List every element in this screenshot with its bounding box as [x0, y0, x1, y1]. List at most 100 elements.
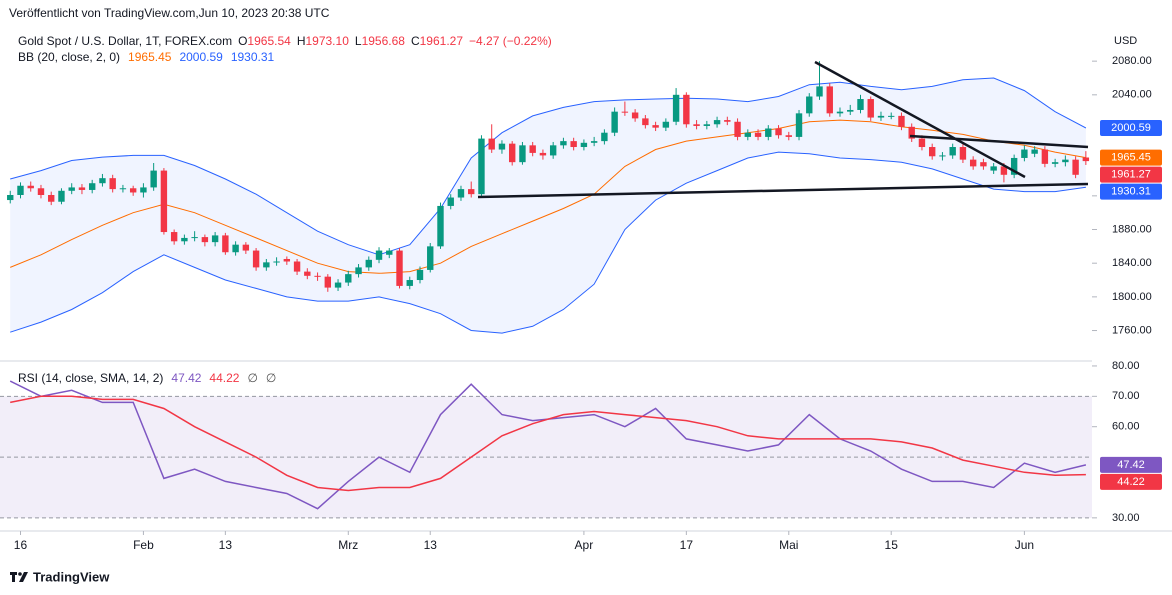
- ohlc-value: 1973.10: [305, 34, 349, 48]
- y-tick-label: 2040.00: [1112, 89, 1152, 101]
- candle-body: [150, 170, 157, 188]
- candle-body: [765, 128, 772, 137]
- brand: TradingView: [33, 569, 110, 584]
- logo-part: [12, 572, 15, 582]
- candle-body: [7, 195, 14, 201]
- y-tick-label: 30.00: [1112, 512, 1140, 524]
- candle-body: [734, 121, 741, 137]
- candle-body: [1072, 159, 1079, 175]
- candle-body: [652, 125, 659, 128]
- candle-body: [427, 246, 434, 270]
- x-tick-label: Apr: [575, 538, 594, 552]
- candle-body: [191, 237, 198, 239]
- candle-body: [437, 205, 444, 247]
- candle-body: [847, 109, 854, 112]
- candle-body: [662, 121, 670, 128]
- candle-body: [406, 280, 413, 286]
- x-tick-label: Jun: [1015, 538, 1034, 552]
- candle-body: [570, 141, 577, 148]
- bb-basis-value: 1965.45: [128, 50, 172, 64]
- candle-body: [590, 141, 598, 143]
- candle-body: [508, 143, 516, 163]
- candle-body: [181, 237, 188, 242]
- currency: USD: [1114, 35, 1137, 47]
- candle-body: [345, 274, 352, 283]
- candle-body: [672, 94, 680, 122]
- candle-body: [498, 143, 506, 150]
- bb-line: [10, 151, 1086, 334]
- bb-band-fill: [10, 78, 1086, 334]
- candle-body: [939, 155, 946, 157]
- candle-body: [980, 162, 987, 167]
- y-tick-label: 1760.00: [1112, 324, 1152, 336]
- candle-body: [549, 145, 557, 156]
- y-tick-label: 1880.00: [1112, 223, 1152, 235]
- x-tick-label: 13: [219, 538, 233, 552]
- candle-body: [170, 232, 178, 242]
- candle-body: [539, 152, 547, 156]
- y-tick-label: 80.00: [1112, 360, 1140, 372]
- x-tick-label: Mai: [779, 538, 798, 552]
- candle-body: [1041, 149, 1049, 164]
- price-badge-label: 44.22: [1117, 476, 1145, 488]
- rsi-value: 47.42: [171, 371, 201, 385]
- candle-body: [293, 261, 301, 272]
- candle-body: [78, 187, 86, 190]
- rsi-name: RSI (14, close, SMA, 14, 2): [18, 371, 163, 385]
- trend-drawing: [477, 182, 1089, 199]
- candle-body: [386, 250, 393, 255]
- candle-body: [775, 128, 782, 136]
- candle-body: [519, 145, 526, 163]
- candle-body: [88, 183, 96, 190]
- rsi-sma-value: 44.22: [209, 371, 239, 385]
- rsi-legend: RSI (14, close, SMA, 14, 2) 47.42 44.22 ∅ ∅: [18, 371, 276, 385]
- candle-body: [48, 195, 55, 202]
- candle-body: [140, 187, 147, 193]
- bb-legend: BB (20, close, 2, 0) 1965.45 2000.59 1930.3…: [18, 50, 275, 64]
- brand-logo: [10, 572, 28, 582]
- candle-body: [211, 235, 219, 243]
- candle-body: [836, 111, 844, 114]
- y-tick-label: 1800.00: [1112, 291, 1152, 303]
- candle-body: [724, 120, 731, 122]
- price-badge: [1100, 473, 1162, 490]
- symbol-legend: Gold Spot / U.S. Dollar, 1T, FOREX.com O1…: [18, 34, 552, 48]
- candle-body: [27, 185, 34, 189]
- logo-part: [19, 572, 28, 582]
- candle-body: [488, 138, 495, 150]
- trend-drawing: [814, 60, 1026, 179]
- ohlc-key: C: [411, 34, 420, 48]
- change: −4.27 (−0.22%): [469, 34, 552, 48]
- candle-body: [304, 271, 311, 276]
- candle-body: [1010, 157, 1018, 175]
- candle-body: [693, 124, 700, 126]
- candle-body: [99, 178, 106, 184]
- bb-name: BB (20, close, 2, 0): [18, 50, 120, 64]
- candle-body: [314, 275, 321, 277]
- bb-line: [10, 77, 1087, 256]
- candle-body: [713, 120, 721, 125]
- x-tick-label: 15: [885, 538, 899, 552]
- candle-body: [324, 276, 332, 288]
- price-badge: [1100, 456, 1162, 473]
- price-badge-label: 47.42: [1117, 459, 1145, 471]
- x-tick-label: 17: [680, 538, 694, 552]
- candle-body: [273, 261, 280, 263]
- candle-body: [17, 185, 24, 195]
- candle-body: [888, 115, 895, 117]
- candle-body: [908, 126, 915, 139]
- logo-part: [18, 572, 22, 576]
- candle-body: [109, 178, 116, 190]
- candle-body: [396, 250, 403, 286]
- candle-body: [795, 113, 803, 137]
- candle-body: [129, 188, 137, 193]
- candle-body: [355, 267, 362, 275]
- candle-body: [1062, 159, 1069, 163]
- bb-upper-value: 2000.59: [179, 50, 223, 64]
- candle-body: [754, 132, 762, 137]
- x-tick-label: Feb: [133, 538, 154, 552]
- candle-body: [416, 269, 424, 281]
- price-badge-label: 1965.45: [1111, 151, 1151, 163]
